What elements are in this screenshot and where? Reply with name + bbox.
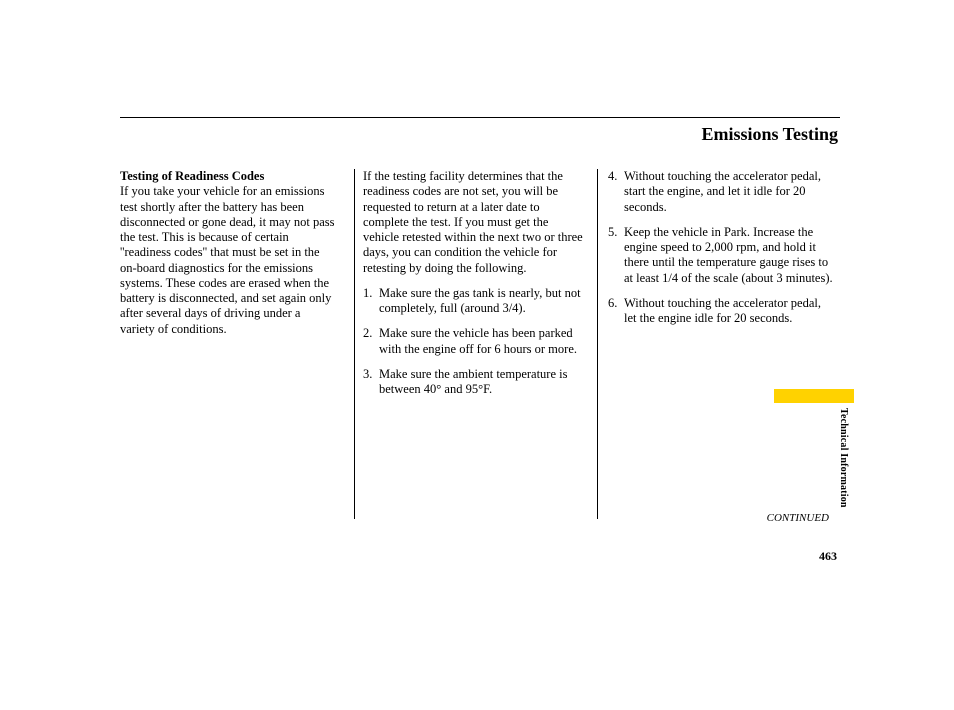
header-rule <box>120 117 840 118</box>
step-text: Make sure the gas tank is nearly, but no… <box>377 286 583 317</box>
list-item: 2. Make sure the vehicle has been parked… <box>363 326 583 357</box>
body-text: If you take your vehicle for an emission… <box>120 184 335 335</box>
list-item: 6. Without touching the accelerator peda… <box>608 296 836 327</box>
steps-list: 4. Without touching the accelerator peda… <box>608 169 836 326</box>
paragraph: If the testing facility determines that … <box>363 169 583 276</box>
step-number: 3. <box>363 367 377 398</box>
manual-page: Emissions Testing Testing of Readiness C… <box>0 0 954 710</box>
list-item: 4. Without touching the accelerator peda… <box>608 169 836 215</box>
continued-label: CONTINUED <box>767 512 829 524</box>
sub-heading: Testing of Readiness Codes <box>120 169 264 183</box>
step-number: 2. <box>363 326 377 357</box>
step-number: 6. <box>608 296 622 327</box>
section-side-label: Technical Information <box>838 408 849 508</box>
page-title: Emissions Testing <box>701 124 838 145</box>
step-text: Keep the vehicle in Park. Increase the e… <box>622 225 836 286</box>
list-item: 3. Make sure the ambient temperature is … <box>363 367 583 398</box>
step-number: 1. <box>363 286 377 317</box>
page-number: 463 <box>819 549 837 564</box>
step-number: 4. <box>608 169 622 215</box>
column-divider <box>597 169 598 519</box>
step-number: 5. <box>608 225 622 286</box>
column-3: 4. Without touching the accelerator peda… <box>606 169 836 519</box>
column-1: Testing of Readiness Codes If you take y… <box>120 169 350 519</box>
list-item: 1. Make sure the gas tank is nearly, but… <box>363 286 583 317</box>
column-divider <box>354 169 355 519</box>
step-text: Make sure the ambient temperature is bet… <box>377 367 583 398</box>
step-text: Without touching the accelerator pedal, … <box>622 169 836 215</box>
section-tab <box>774 389 854 403</box>
step-text: Without touching the accelerator pedal, … <box>622 296 836 327</box>
paragraph: Testing of Readiness Codes If you take y… <box>120 169 338 337</box>
steps-list: 1. Make sure the gas tank is nearly, but… <box>363 286 583 398</box>
step-text: Make sure the vehicle has been parked wi… <box>377 326 583 357</box>
column-2: If the testing facility determines that … <box>363 169 593 519</box>
list-item: 5. Keep the vehicle in Park. Increase th… <box>608 225 836 286</box>
content-columns: Testing of Readiness Codes If you take y… <box>120 169 840 519</box>
